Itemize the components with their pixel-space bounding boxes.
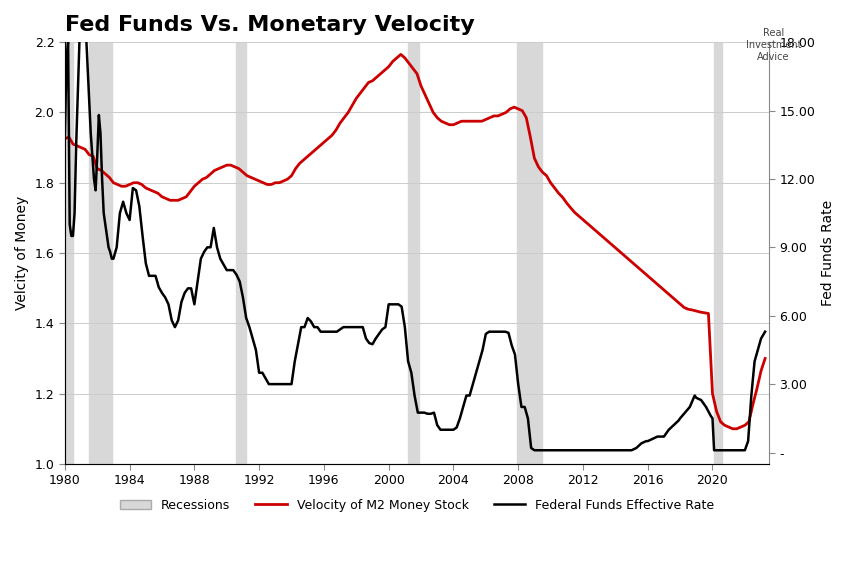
Y-axis label: Fed Funds Rate: Fed Funds Rate [821,200,835,306]
Bar [408,42,419,464]
Bar [517,42,542,464]
Bar [89,42,112,464]
Bar [65,42,73,464]
Bar [714,42,722,464]
Text: Fed Funds Vs. Monetary Velocity: Fed Funds Vs. Monetary Velocity [65,15,474,35]
Bar [236,42,246,464]
Legend: Recessions, Velocity of M2 Money Stock, Federal Funds Effective Rate: Recessions, Velocity of M2 Money Stock, … [115,494,719,517]
Text: Real
Investment
Advice: Real Investment Advice [745,28,802,61]
Y-axis label: Velcity of Money: Velcity of Money [15,196,29,310]
